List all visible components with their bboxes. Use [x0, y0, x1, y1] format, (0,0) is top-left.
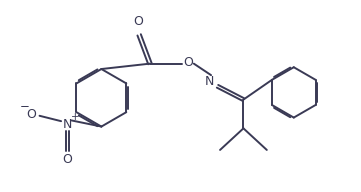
Text: N: N: [205, 75, 214, 88]
Text: O: O: [183, 56, 193, 70]
Text: O: O: [27, 108, 36, 121]
Text: +: +: [71, 112, 80, 122]
Text: −: −: [19, 100, 29, 113]
Text: O: O: [62, 153, 72, 166]
Text: O: O: [133, 15, 143, 28]
Text: N: N: [62, 118, 72, 131]
